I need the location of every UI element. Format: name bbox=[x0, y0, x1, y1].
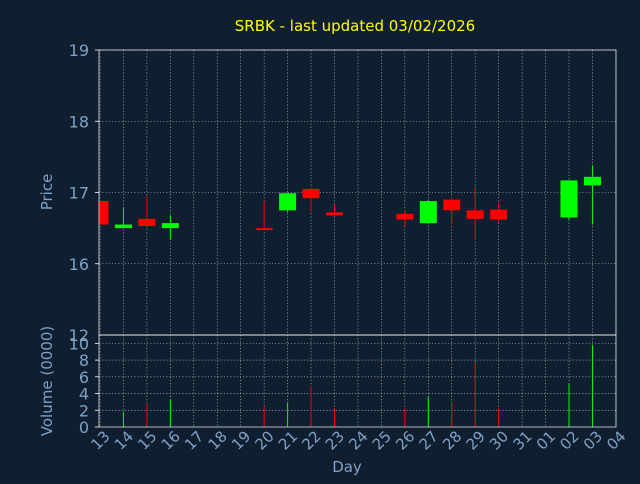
candle-body bbox=[302, 188, 320, 199]
volume-tick-label: 10 bbox=[69, 334, 89, 353]
day-axis: 1314151617181920212223242526272829303101… bbox=[87, 427, 629, 453]
volume-tick-label: 6 bbox=[79, 368, 89, 387]
volume-tick-label: 2 bbox=[79, 401, 89, 420]
volume-bars bbox=[122, 345, 593, 427]
price-candles bbox=[99, 165, 601, 241]
candle-body bbox=[443, 199, 461, 211]
volume-panel-border bbox=[98, 334, 617, 428]
day-axis-label: Day bbox=[332, 458, 362, 476]
candle-body bbox=[161, 223, 179, 229]
price-grid bbox=[99, 49, 617, 335]
candle-body bbox=[419, 201, 437, 224]
candle-body bbox=[490, 209, 508, 220]
candle-body bbox=[99, 201, 109, 225]
price-axis: 16 17 18 19 12 bbox=[69, 41, 99, 345]
price-tick-label: 19 bbox=[69, 41, 89, 60]
candle-body bbox=[114, 224, 132, 229]
candle-body bbox=[138, 218, 156, 226]
price-tick-label: 16 bbox=[69, 255, 89, 274]
volume-tick-label: 8 bbox=[79, 351, 89, 370]
volume-tick-label: 0 bbox=[79, 418, 89, 437]
candle-body bbox=[326, 212, 343, 216]
volume-axis-label: Volume (0000) bbox=[38, 326, 56, 436]
price-axis-label: Price bbox=[38, 174, 56, 211]
price-tick-label: 18 bbox=[69, 112, 89, 131]
candle-body bbox=[583, 176, 601, 186]
chart-title: SRBK - last updated 03/02/2026 bbox=[235, 17, 475, 35]
candle-body bbox=[466, 210, 484, 219]
candle-body bbox=[279, 193, 297, 211]
price-tick-label: 12 bbox=[69, 326, 89, 345]
candle-body bbox=[255, 228, 273, 231]
volume-tick-label: 4 bbox=[79, 385, 89, 404]
price-tick-label: 17 bbox=[69, 184, 89, 203]
candle-body bbox=[560, 180, 578, 218]
candle-body bbox=[396, 213, 414, 220]
